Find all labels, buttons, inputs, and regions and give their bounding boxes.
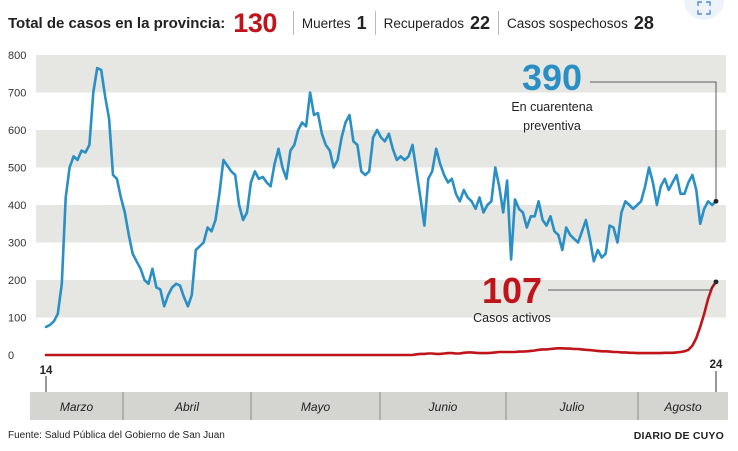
summary-header: Total de casos en la provincia: 130 Muer… (8, 8, 698, 38)
quarantine-label: En cuarentena (511, 100, 592, 114)
quarantine-label: preventiva (523, 119, 581, 133)
y-tick-label: 800 (8, 50, 26, 62)
month-label: Junio (428, 400, 458, 414)
suspected-label: Casos sospechosos (507, 15, 628, 31)
recovered-value: 22 (469, 12, 490, 33)
grid-band (36, 205, 726, 243)
y-tick-label: 500 (8, 163, 26, 175)
y-tick-label: 700 (8, 88, 26, 100)
month-label: Agosto (663, 400, 702, 414)
quarantine-line (44, 66, 718, 329)
y-tick-label: 600 (8, 125, 26, 137)
y-tick-label: 400 (8, 200, 26, 212)
end-day-label: 24 (710, 359, 723, 371)
active-label: Casos activos (473, 311, 551, 325)
deaths-label: Muertes (301, 15, 351, 31)
total-label: Total de casos en la provincia: (8, 14, 226, 32)
expand-arrows-icon (697, 1, 711, 15)
brand-logo-text: DIARIO DE CUYO (633, 430, 724, 442)
month-label: Julio (559, 400, 585, 414)
grid-band (36, 280, 726, 318)
recovered-label: Recuperados (383, 15, 464, 31)
divider (292, 11, 294, 35)
deaths-value: 1 (356, 12, 367, 33)
active-value: 107 (482, 270, 542, 311)
source-note: Fuente: Salud Pública del Gobierno de Sa… (8, 430, 225, 441)
month-axis-bar (30, 392, 728, 420)
active-cases-line (44, 280, 718, 357)
total-value: 130 (233, 7, 277, 38)
divider (498, 11, 499, 35)
y-tick-label: 100 (8, 313, 26, 325)
quarantine-value: 390 (522, 57, 582, 98)
quarantine-callout-line (590, 81, 717, 202)
expand-icon[interactable] (684, 0, 724, 20)
month-label: Marzo (60, 400, 94, 414)
month-label: Mayo (301, 400, 331, 414)
grid-band (36, 55, 726, 93)
y-tick-label: 300 (8, 238, 26, 250)
y-tick-label: 0 (8, 350, 14, 362)
active-callout-line (548, 281, 717, 291)
month-label: Abril (174, 400, 199, 414)
start-day-label: 14 (40, 365, 53, 377)
divider (374, 11, 376, 35)
suspected-value: 28 (633, 12, 654, 33)
y-tick-label: 200 (8, 275, 26, 287)
